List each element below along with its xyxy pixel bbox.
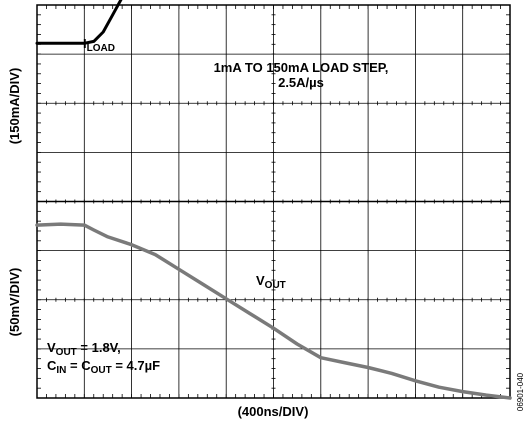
minor-ticks (37, 5, 510, 398)
v-out-label: VOUT (256, 273, 286, 291)
load-step-annotation-line1: 1mA TO 150mA LOAD STEP, (214, 60, 389, 75)
v-out-trace (35, 222, 512, 400)
y-axis-label-top: (150mA/DIV) (7, 68, 22, 145)
x-axis-label: (400ns/DIV) (238, 404, 309, 419)
y-axis-label-bottom: (50mV/DIV) (7, 268, 22, 337)
i-load-trace (35, 0, 123, 45)
figure-id: 06901-040 (516, 372, 525, 411)
i-load-label: ILOAD (83, 36, 115, 54)
load-step-annotation-line2: 2.5A/µs (278, 75, 324, 90)
traces (35, 0, 512, 400)
conditions-line1: VOUT = 1.8V, (47, 340, 121, 358)
conditions-line2: CIN = COUT = 4.7µF (47, 358, 160, 376)
